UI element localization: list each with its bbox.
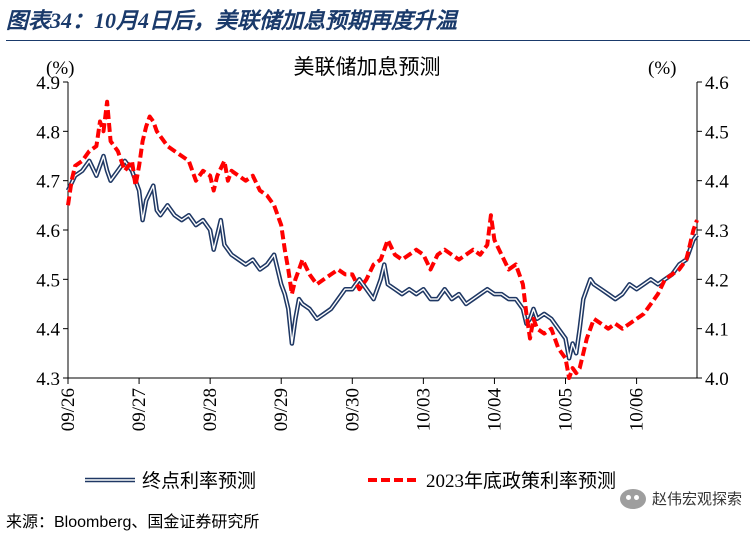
x-tick-label: 10/06 xyxy=(627,388,648,431)
y-right-tick-label: 4.4 xyxy=(705,172,729,193)
legend-label-2023-policy-rate: 2023年底政策利率预测 xyxy=(426,470,616,492)
x-tick-label: 10/05 xyxy=(556,388,577,431)
y-right-tick-label: 4.5 xyxy=(705,122,729,143)
y-right-tick-label: 4.6 xyxy=(705,73,729,94)
watermark: 赵伟宏观探索 xyxy=(619,488,742,509)
rate-forecast-chart: 美联储加息预测 (%) (%) 4.3 4.4 4.5 4.6 4.7 4.8 4.9 4.0… xyxy=(36,55,729,492)
series-line-2023-policy-rate xyxy=(66,99,699,380)
axes: 4.3 4.4 4.5 4.6 4.7 4.8 4.9 4.0 4.1 4.2 4.3 4.4 4.5 4… xyxy=(36,73,729,431)
x-tick-label: 09/28 xyxy=(200,388,221,431)
x-tick-label: 10/04 xyxy=(484,388,505,432)
legend: 终点利率预测 2023年底政策利率预测 xyxy=(85,470,616,492)
y-left-tick-label: 4.8 xyxy=(36,122,60,143)
x-tick-label: 09/30 xyxy=(342,388,363,431)
y-right-tick-label: 4.0 xyxy=(705,369,729,390)
title-divider xyxy=(6,40,750,41)
y-left-tick-label: 4.3 xyxy=(36,369,60,390)
x-tick-label: 09/29 xyxy=(271,388,292,431)
y-left-tick-label: 4.4 xyxy=(36,320,60,341)
source-note: 来源：Bloomberg、国金证券研究所 xyxy=(6,514,260,531)
left-axis-unit: (%) xyxy=(46,58,74,79)
series-layer xyxy=(65,99,699,380)
y-left-tick-label: 4.5 xyxy=(36,270,60,291)
figure-title: 图表34：10月4日后，美联储加息预期再度升温 xyxy=(6,8,458,33)
y-left-tick-label: 4.6 xyxy=(36,221,60,242)
x-tick-label: 09/27 xyxy=(129,388,150,431)
y-right-tick-label: 4.3 xyxy=(705,221,729,242)
right-axis-unit: (%) xyxy=(648,58,676,79)
watermark-text: 赵伟宏观探索 xyxy=(651,491,742,508)
y-right-tick-label: 4.1 xyxy=(705,320,729,341)
legend-label-terminal-rate: 终点利率预测 xyxy=(142,470,256,492)
y-right-tick-label: 4.2 xyxy=(705,270,729,291)
y-left-tick-label: 4.9 xyxy=(36,73,60,94)
x-tick-label: 10/03 xyxy=(413,388,434,431)
wechat-icon xyxy=(619,488,646,509)
x-tick-label: 09/26 xyxy=(58,388,79,431)
y-left-tick-label: 4.7 xyxy=(36,172,60,193)
series-line-terminal-rate-inner xyxy=(67,155,698,359)
chart-title: 美联储加息预测 xyxy=(294,55,441,79)
